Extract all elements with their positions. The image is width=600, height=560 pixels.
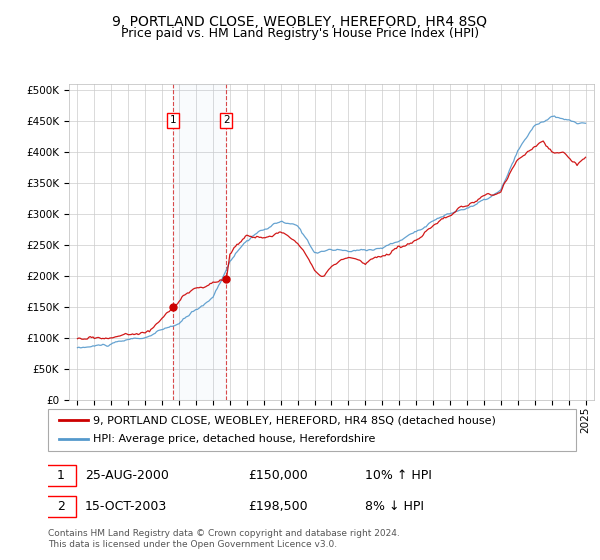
Text: Contains HM Land Registry data © Crown copyright and database right 2024.
This d: Contains HM Land Registry data © Crown c… (48, 529, 400, 549)
Text: 10% ↑ HPI: 10% ↑ HPI (365, 469, 431, 482)
Text: 1: 1 (57, 469, 65, 482)
Text: Price paid vs. HM Land Registry's House Price Index (HPI): Price paid vs. HM Land Registry's House … (121, 27, 479, 40)
FancyBboxPatch shape (48, 409, 576, 451)
Text: £150,000: £150,000 (248, 469, 308, 482)
Text: 8% ↓ HPI: 8% ↓ HPI (365, 500, 424, 514)
Text: 25-AUG-2000: 25-AUG-2000 (85, 469, 169, 482)
FancyBboxPatch shape (46, 496, 76, 517)
Text: 2: 2 (57, 500, 65, 514)
Text: 15-OCT-2003: 15-OCT-2003 (85, 500, 167, 514)
Text: 9, PORTLAND CLOSE, WEOBLEY, HEREFORD, HR4 8SQ (detached house): 9, PORTLAND CLOSE, WEOBLEY, HEREFORD, HR… (93, 415, 496, 425)
FancyBboxPatch shape (46, 465, 76, 486)
Bar (173, 84, 226, 400)
Text: 9, PORTLAND CLOSE, WEOBLEY, HEREFORD, HR4 8SQ: 9, PORTLAND CLOSE, WEOBLEY, HEREFORD, HR… (113, 15, 487, 29)
Text: £198,500: £198,500 (248, 500, 308, 514)
Text: 2: 2 (223, 115, 230, 125)
Text: HPI: Average price, detached house, Herefordshire: HPI: Average price, detached house, Here… (93, 435, 375, 445)
Text: 1: 1 (170, 115, 176, 125)
